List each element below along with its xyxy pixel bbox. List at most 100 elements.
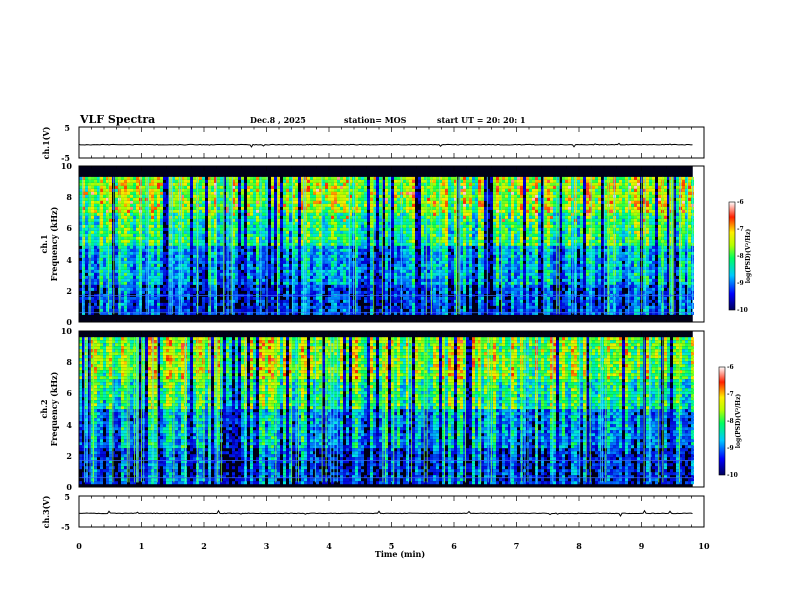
ch1-spectrogram-cell xyxy=(298,287,301,291)
ch1-spectrogram-cell xyxy=(193,311,196,315)
ch1-spectrogram-cell xyxy=(298,305,301,309)
ch1-spectrogram-cell xyxy=(346,302,349,306)
ch1-spectrogram-cell xyxy=(373,215,376,219)
ch1-spectrogram-cell xyxy=(292,218,295,222)
ch1-spectrogram-cell xyxy=(79,227,82,231)
ch1-spectrogram-cell xyxy=(349,296,352,300)
ch1-spectrogram-cell xyxy=(94,188,97,192)
ch1-spectrogram-cell xyxy=(322,197,325,201)
ch1-spectrogram-cell xyxy=(409,179,412,183)
ch1-spectrogram-cell xyxy=(232,233,235,237)
ch1-spectrogram-cell xyxy=(199,218,202,222)
ch1-spectrogram-cell xyxy=(133,194,136,198)
ch1-spectrogram-cell xyxy=(85,200,88,204)
ch1-spectrogram-cell xyxy=(208,176,211,180)
ch1-spectrogram-cell xyxy=(349,233,352,237)
ch1-spectrogram-cell xyxy=(328,209,331,213)
ch1-spectrogram-cell xyxy=(274,224,277,228)
ch1-spectrogram-cell xyxy=(190,290,193,294)
ch1-spectrogram-cell xyxy=(325,263,328,267)
ch1-spectrogram-cell xyxy=(193,236,196,240)
ch1-spectrogram-cell xyxy=(88,281,91,285)
ch1-spectrogram-cell xyxy=(166,215,169,219)
ch1-spectrogram-cell xyxy=(403,266,406,270)
ch1-spectrogram-cell xyxy=(250,218,253,222)
ch1-spectrogram-cell xyxy=(322,203,325,207)
ch1-spectrogram-cell xyxy=(187,230,190,234)
ch1-spectrogram-cell xyxy=(136,188,139,192)
ch1-spectrogram-cell xyxy=(370,209,373,213)
ch1-spectrogram-cell xyxy=(172,272,175,276)
ch1-spectrogram-cell xyxy=(322,311,325,315)
ch1-spectrogram-cell xyxy=(193,239,196,243)
ch1-spectrogram-cell xyxy=(319,212,322,216)
ch1-spectrogram-cell xyxy=(130,251,133,255)
ch1-spectrogram-cell xyxy=(124,233,127,237)
ch1-spectrogram-cell xyxy=(277,248,280,252)
ch1-spectrogram-cell xyxy=(223,239,226,243)
ch1-spectrogram-cell xyxy=(283,257,286,261)
ch1-spectrogram-cell xyxy=(355,206,358,210)
ch1-spectrogram-cell xyxy=(277,209,280,213)
ch1-spectrogram-cell xyxy=(142,188,145,192)
ch1-spectrogram-cell xyxy=(217,221,220,225)
ch1-spectrogram-cell xyxy=(331,269,334,273)
ch1-spectrogram-cell xyxy=(202,221,205,225)
ch1-spectrogram-cell xyxy=(370,179,373,183)
ch1-spectrogram-cell xyxy=(109,248,112,252)
ch1-spectrogram-cell xyxy=(334,257,337,261)
ch1-spectrogram-cell xyxy=(175,233,178,237)
ch1-spectrogram-cell xyxy=(328,269,331,273)
ch1-spectrogram-cell xyxy=(217,233,220,237)
ch1-spectrogram-cell xyxy=(82,176,85,180)
ch1-spectrogram-cell xyxy=(229,200,232,204)
ch1-spectrogram-cell xyxy=(127,269,130,273)
ch1-spectrogram-cell xyxy=(136,275,139,279)
ch1-spectrogram-cell xyxy=(202,269,205,273)
ch1-spectrogram-cell xyxy=(397,272,400,276)
ch1-spectrogram-cell xyxy=(220,245,223,249)
ch1-spectrogram-cell xyxy=(247,200,250,204)
ch1-spectrogram-cell xyxy=(301,242,304,246)
ch1-spectrogram-cell xyxy=(232,251,235,255)
ch1-spectrogram-cell xyxy=(262,242,265,246)
ch1-spectrogram-cell xyxy=(142,278,145,282)
ch1-spectrogram-cell xyxy=(247,182,250,186)
ch1-spectrogram-cell xyxy=(214,218,217,222)
ch1-spectrogram-cell xyxy=(220,251,223,255)
ch1-spectrogram-cell xyxy=(79,194,82,198)
ch1-spectrogram-cell xyxy=(151,245,154,249)
ch1-spectrogram-cell xyxy=(166,179,169,183)
ch1-spectrogram-cell xyxy=(172,266,175,270)
ch1-spectrogram-cell xyxy=(397,260,400,264)
ch1-spectrogram-cell xyxy=(91,227,94,231)
ch1-spectrogram-cell xyxy=(247,179,250,183)
ch1-spectrogram-cell xyxy=(214,176,217,180)
ch1-spectrogram-cell xyxy=(124,251,127,255)
ch1-spectrogram-cell xyxy=(250,179,253,183)
ch1-spectrogram-cell xyxy=(262,296,265,300)
ch1-spectrogram-cell xyxy=(307,209,310,213)
ch1-spectrogram-cell xyxy=(274,185,277,189)
ch1-spectrogram-cell xyxy=(220,185,223,189)
ch1-spectrogram-cell xyxy=(109,233,112,237)
ch1-spectrogram-cell xyxy=(142,227,145,231)
ch1-spectrogram-cell xyxy=(142,269,145,273)
ch1-spectrogram-cell xyxy=(265,263,268,267)
ch1-spectrogram-cell xyxy=(124,221,127,225)
ch1-spectrogram-cell xyxy=(241,194,244,198)
ch1-spectrogram-cell xyxy=(208,194,211,198)
ch1-spectrogram-cell xyxy=(331,263,334,267)
ch1-spectrogram-cell xyxy=(148,194,151,198)
ch1-spectrogram-cell xyxy=(424,209,427,213)
ch1-spectrogram-cell xyxy=(268,275,271,279)
ch1-spectrogram-cell xyxy=(349,176,352,180)
ch1-spectrogram-cell xyxy=(214,227,217,231)
ch1-spectrogram-cell xyxy=(361,194,364,198)
ch1-spectrogram-cell xyxy=(151,227,154,231)
ch1-spectrogram-cell xyxy=(310,281,313,285)
ch1-spectrogram-cell xyxy=(364,239,367,243)
ch1-spectrogram-cell xyxy=(409,221,412,225)
ch1-spectrogram-cell xyxy=(109,305,112,309)
ch1-spectrogram-cell xyxy=(370,284,373,288)
